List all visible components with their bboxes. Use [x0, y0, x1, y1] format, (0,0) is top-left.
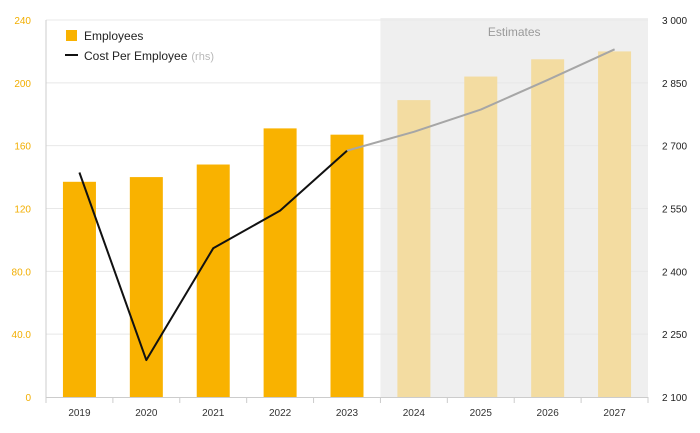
line-cost-per-employee	[78, 149, 348, 362]
y-right-tick-label: 3 000	[662, 16, 687, 27]
legend-employees-swatch	[66, 30, 77, 41]
x-tick-label-2020: 2020	[135, 408, 158, 419]
legend-employees-label: Employees	[84, 29, 143, 43]
y-left-tick-label: 40.0	[12, 330, 32, 341]
line-cost-per-employee-estimate	[346, 48, 616, 152]
y-right-tick-label: 2 850	[662, 79, 687, 90]
x-tick-label-2019: 2019	[68, 408, 91, 419]
legend-cost-label: Cost Per Employee (rhs)	[84, 49, 214, 63]
x-tick-label-2023: 2023	[336, 408, 359, 419]
y-left-tick-label: 160	[14, 142, 31, 153]
y-left-tick-label: 80.0	[12, 267, 32, 278]
bar-employees-2024	[397, 100, 431, 398]
bar-employees-2023	[330, 134, 364, 397]
axes: 2019 2020 2021 2022 2023 2024 2025 2026 2027 0 40.…	[12, 16, 688, 419]
bar-series	[62, 51, 632, 398]
legend: Employees Cost Per Employee (rhs)	[65, 29, 214, 63]
y-right-tick-label: 2 250	[662, 330, 687, 341]
y-left-tick-label: 0	[25, 393, 31, 404]
y-right-tick-label: 2 550	[662, 205, 687, 216]
bar-employees-2019	[62, 181, 96, 397]
bar-employees-2025	[464, 76, 498, 398]
bar-employees-2026	[531, 59, 565, 397]
x-tick-label-2021: 2021	[202, 408, 225, 419]
y-left-tick-label: 120	[14, 205, 31, 216]
y-left-tick-label: 200	[14, 79, 31, 90]
x-tick-label-2026: 2026	[537, 408, 560, 419]
line-series	[78, 48, 616, 362]
x-tick-label-2027: 2027	[603, 408, 626, 419]
y-right-tick-label: 2 400	[662, 267, 687, 278]
bar-employees-2020	[129, 177, 163, 397]
bar-employees-2022	[263, 128, 297, 397]
y-left-tick-label: 240	[14, 16, 31, 27]
bar-employees-2027	[598, 51, 632, 398]
y-right-tick-label: 2 700	[662, 142, 687, 153]
legend-cost-suffix: (rhs)	[191, 51, 214, 63]
bar-employees-2021	[196, 164, 230, 397]
estimate-region-label: Estimates	[488, 25, 541, 39]
legend-cost-name: Cost Per Employee	[84, 49, 188, 63]
x-tick-label-2022: 2022	[269, 408, 292, 419]
x-tick-label-2024: 2024	[403, 408, 426, 419]
x-tick-label-2025: 2025	[470, 408, 493, 419]
y-right-tick-label: 2 100	[662, 393, 687, 404]
